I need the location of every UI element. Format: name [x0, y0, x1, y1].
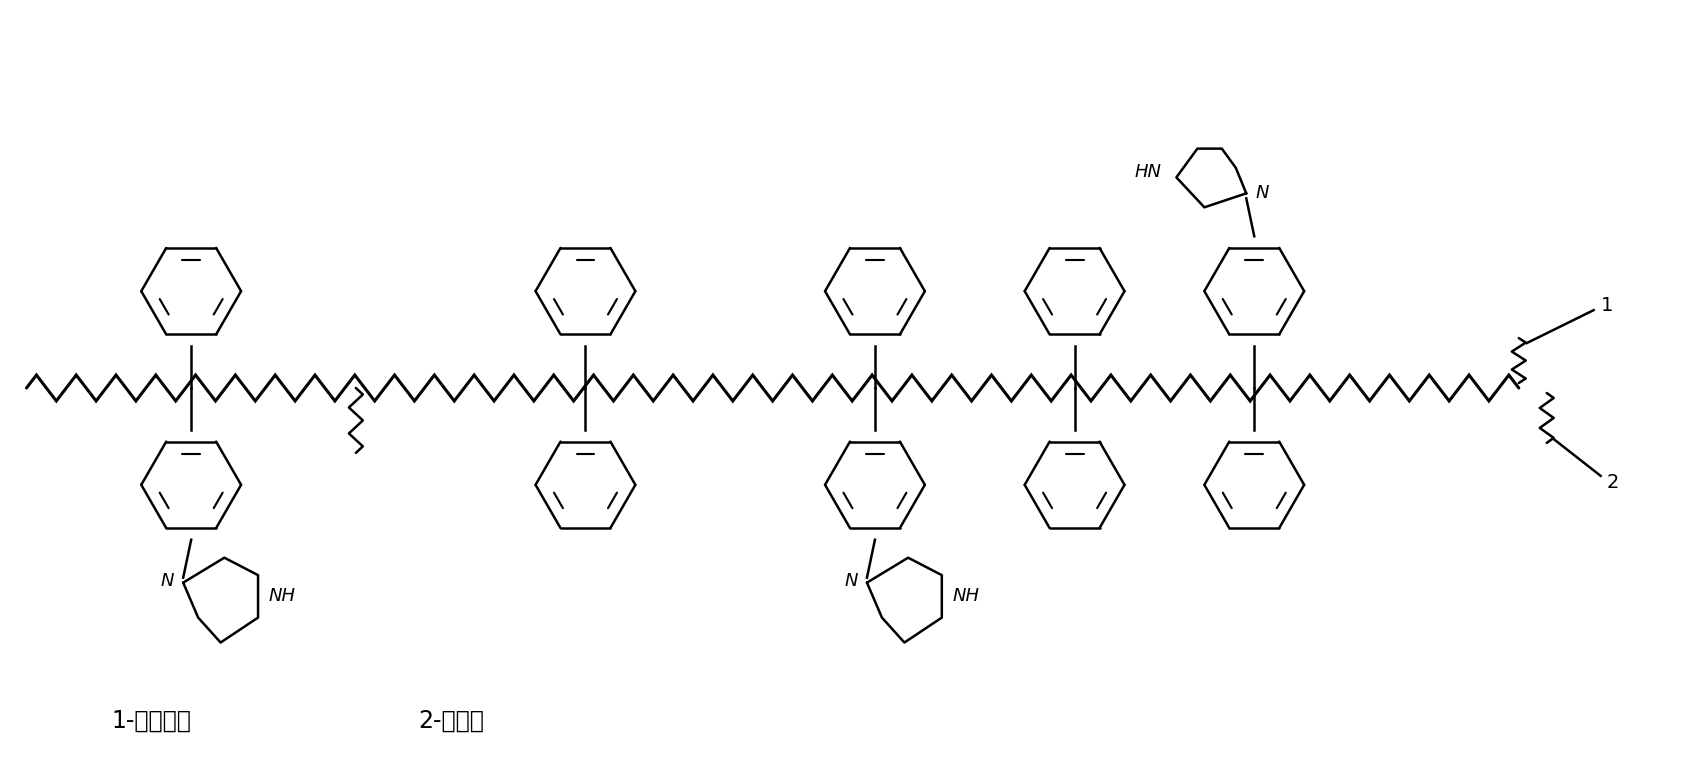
Text: HN: HN — [1134, 163, 1161, 182]
Text: NH: NH — [268, 587, 295, 604]
Text: 2: 2 — [1607, 473, 1619, 492]
Text: N: N — [160, 572, 174, 590]
Text: 2-交联链: 2-交联链 — [417, 708, 484, 732]
Text: 1-聚烯烃连: 1-聚烯烃连 — [111, 708, 191, 732]
Text: N: N — [1256, 184, 1269, 203]
Text: 1: 1 — [1600, 295, 1614, 315]
Text: N: N — [844, 572, 858, 590]
Text: NH: NH — [952, 587, 979, 604]
